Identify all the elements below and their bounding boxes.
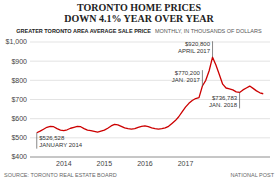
annotation-connector xyxy=(239,92,240,108)
y-tick-label: $700 xyxy=(11,96,27,103)
annotation-line: APRIL 2017 xyxy=(178,48,211,54)
annotation-line: $770,200 xyxy=(175,70,201,76)
grid-line xyxy=(30,157,270,158)
y-axis: $400 $500 $600 $700 $800 $900 $1,000 xyxy=(6,38,28,160)
credit: NATIONAL POST xyxy=(231,172,275,178)
annotation-line: $526,528 xyxy=(39,135,65,141)
grid xyxy=(30,42,270,157)
grid-line xyxy=(30,80,270,81)
x-tick-label: 2014 xyxy=(56,160,72,167)
annotation-line: $736,783 xyxy=(212,95,238,101)
annotation-label: $770,200JAN. 2017 xyxy=(172,70,201,83)
subtitle-part: MONTHLY, IN THOUSANDS OF DOLLARS xyxy=(155,28,262,34)
y-tick-label: $900 xyxy=(11,58,27,65)
y-tick-label: $600 xyxy=(11,115,27,122)
annotations: $526,528JANUARY 2014 $770,200JAN. 2017 $92… xyxy=(37,41,240,149)
y-tick-label: $800 xyxy=(11,77,27,84)
y-tick-label: $500 xyxy=(11,134,27,141)
annotation-line: JAN. 2017 xyxy=(172,77,201,83)
subtitle: GREATER TORONTO AREA AVERAGE SALE PRICE M… xyxy=(16,28,262,34)
title: TORONTO HOME PRICES xyxy=(77,2,202,13)
annotation-line: JANUARY 2014 xyxy=(39,142,82,148)
grid-line xyxy=(30,61,270,62)
y-tick-label: $1,000 xyxy=(6,38,28,45)
annotation-label: $920,800APRIL 2017 xyxy=(178,41,211,54)
grid-line xyxy=(30,137,270,138)
x-tick-label: 2015 xyxy=(97,160,113,167)
x-axis-line xyxy=(30,157,270,158)
price-line xyxy=(37,57,263,133)
annotation-line: $920,800 xyxy=(185,41,211,47)
annotation-connector xyxy=(212,41,213,57)
annotation-connector xyxy=(202,70,203,86)
annotation-label: $526,528JANUARY 2014 xyxy=(39,135,82,148)
plot xyxy=(37,57,263,133)
annotation-line: JAN. 2018 xyxy=(209,102,238,108)
subtitle-part: GREATER TORONTO AREA AVERAGE SALE PRICE xyxy=(16,28,151,34)
grid-line xyxy=(30,42,270,43)
x-tick-label: 2016 xyxy=(137,160,153,167)
x-axis: 2014 2015 2016 2017 xyxy=(56,160,193,167)
source: SOURCE: TORONTO REAL ESTATE BOARD xyxy=(4,172,117,178)
x-tick-label: 2017 xyxy=(178,160,194,167)
chart: TORONTO HOME PRICESDOWN 4.1% YEAR OVER Y… xyxy=(0,0,278,181)
y-tick-label: $400 xyxy=(11,153,27,160)
title: DOWN 4.1% YEAR OVER YEAR xyxy=(64,13,214,24)
grid-line xyxy=(30,118,270,119)
annotation-label: $736,783JAN. 2018 xyxy=(209,95,238,108)
annotation-connector xyxy=(36,133,37,149)
